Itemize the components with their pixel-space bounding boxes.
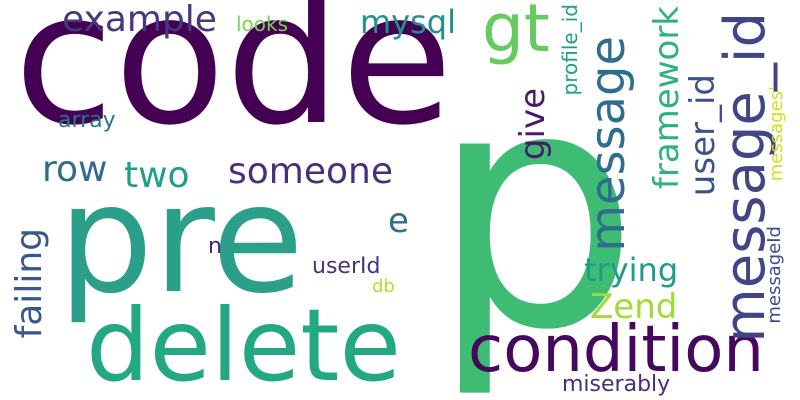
word-n: n xyxy=(208,234,222,259)
word-looks: looks xyxy=(236,12,289,36)
word-miserably: miserably xyxy=(562,372,671,397)
word-gt: gt xyxy=(482,0,550,67)
word-message: message xyxy=(580,36,636,252)
word-example: example xyxy=(62,0,217,40)
word-e: e xyxy=(388,201,409,241)
word-user-id: user_id xyxy=(683,74,723,197)
word-db: db xyxy=(372,276,395,297)
word-pre: pre xyxy=(58,153,304,327)
word-messageid: messageId xyxy=(764,226,785,324)
word-p: p xyxy=(430,18,640,400)
word-condition: condition xyxy=(468,313,764,387)
word-delete: delete xyxy=(86,287,402,400)
word-zend: Zend xyxy=(590,287,678,327)
word-row: row xyxy=(42,149,108,190)
word-userid: userId xyxy=(312,254,381,279)
word-trying: trying xyxy=(584,251,679,289)
word-someone: someone xyxy=(228,151,393,192)
word-array: array xyxy=(58,108,116,133)
word-give: give xyxy=(513,88,553,161)
word-failing: failing xyxy=(9,228,50,339)
word-messages-quote: messages' xyxy=(766,86,787,182)
word-mysql: mysql xyxy=(360,3,456,41)
word-two: two xyxy=(124,155,190,196)
word-code: code xyxy=(14,0,453,165)
word-framework: framework xyxy=(647,6,687,190)
word-profile-id: profile_id xyxy=(558,4,582,96)
